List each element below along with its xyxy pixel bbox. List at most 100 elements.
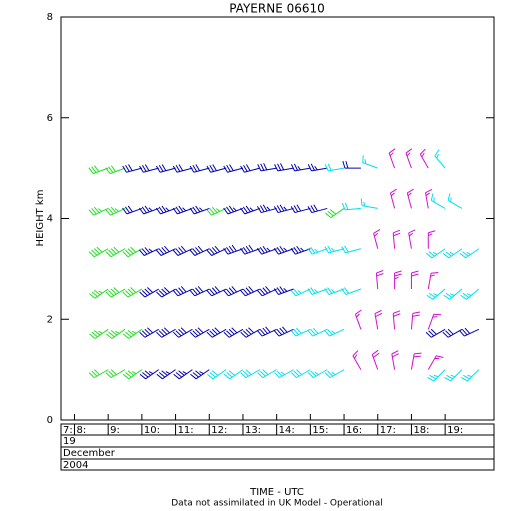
wind-barb <box>257 369 277 379</box>
wind-barb <box>419 148 429 169</box>
wind-barb <box>427 230 436 249</box>
wind-barb <box>207 369 227 380</box>
wind-barb <box>105 246 126 258</box>
y-tick-label: 6 <box>47 113 53 124</box>
wind-barb <box>426 248 446 259</box>
wind-barb <box>375 270 384 290</box>
wind-barb <box>105 369 126 379</box>
footnote: Data not assimilated in UK Model - Opera… <box>171 499 382 509</box>
wind-barb <box>223 164 244 173</box>
wind-barb <box>122 328 143 339</box>
wind-barb <box>307 246 328 255</box>
wind-barb <box>139 287 159 298</box>
wind-barb <box>273 245 294 255</box>
x-tick-label: 11: <box>178 425 194 436</box>
x-tick-label: 8: <box>76 425 86 436</box>
wind-barb <box>122 246 143 258</box>
wind-barb <box>324 287 345 295</box>
wind-barb <box>240 205 260 215</box>
wind-barb <box>122 205 143 215</box>
plot-frame <box>60 16 495 421</box>
wind-barb <box>352 350 362 370</box>
wind-barb <box>274 369 294 379</box>
wind-barb <box>410 311 421 330</box>
wind-barb <box>459 327 480 337</box>
wind-barb <box>122 369 143 380</box>
wind-barb <box>206 206 227 216</box>
wind-barb <box>173 369 193 380</box>
wind-barb <box>139 164 159 173</box>
wind-barb <box>223 327 244 338</box>
y-tick-label: 0 <box>47 415 53 426</box>
wind-barb <box>155 205 176 215</box>
wind-barb <box>139 327 159 338</box>
wind-barb <box>425 189 433 209</box>
wind-barb <box>442 328 463 338</box>
wind-barb <box>443 288 463 300</box>
wind-barb <box>240 164 260 173</box>
wind-barb <box>425 328 446 338</box>
x-tick-label: 14: <box>279 425 295 436</box>
wind-barb <box>257 163 277 172</box>
wind-barb <box>105 287 126 298</box>
wind-barb <box>223 244 244 255</box>
wind-barb <box>105 206 126 216</box>
wind-barb <box>444 369 463 382</box>
wind-barb <box>371 349 380 370</box>
wind-barb <box>410 352 422 370</box>
wind-barb <box>172 164 193 173</box>
wind-barb <box>405 148 413 169</box>
wind-barb <box>360 198 378 209</box>
wind-barb <box>388 148 396 169</box>
wind-barb <box>156 287 176 298</box>
wind-barb <box>172 286 193 297</box>
wind-barb <box>324 163 345 172</box>
date-row: 2004 <box>63 460 88 471</box>
wind-barb <box>189 164 210 173</box>
wind-barb <box>389 188 397 209</box>
wind-barb <box>223 369 244 380</box>
wind-barb <box>307 163 328 172</box>
wind-barb <box>324 208 345 219</box>
wind-barb <box>354 309 362 330</box>
wind-barb <box>324 369 345 379</box>
wind-barb <box>392 229 401 249</box>
wind-barb <box>172 205 193 215</box>
wind-barb <box>434 149 446 169</box>
wind-barb <box>342 160 361 169</box>
wind-barb <box>392 310 401 330</box>
wind-barb <box>155 164 176 173</box>
y-axis-label: HEIGHT km <box>35 190 46 247</box>
x-tick-label: 9: <box>110 425 120 436</box>
y-tick-label: 8 <box>47 12 53 23</box>
wind-barb <box>105 328 126 339</box>
wind-barb <box>290 327 311 337</box>
wind-barb <box>324 245 345 254</box>
wind-barb <box>190 369 210 380</box>
wind-barb <box>172 245 193 256</box>
wind-barb <box>410 270 419 290</box>
wind-barb <box>273 286 294 295</box>
wind-barb <box>89 328 109 339</box>
x-tick-label: 10: <box>144 425 160 436</box>
wind-barb <box>257 286 277 297</box>
wind-barb <box>206 164 227 173</box>
wind-barb <box>139 369 160 380</box>
wind-barb <box>408 229 416 249</box>
wind-barb <box>122 287 143 298</box>
wind-barb <box>155 245 176 256</box>
wind-barb <box>274 163 294 172</box>
wind-barb <box>189 205 210 215</box>
wind-barb <box>89 288 109 299</box>
wind-barb <box>88 165 109 175</box>
wind-barb <box>88 369 109 379</box>
date-row: 19 <box>63 436 76 447</box>
wind-barb <box>394 270 402 290</box>
wind-barb <box>362 155 378 169</box>
wind-barb <box>447 193 463 209</box>
wind-barb <box>122 164 143 173</box>
wind-barb <box>307 204 328 214</box>
wind-barb <box>341 202 361 211</box>
wind-barb <box>240 286 261 297</box>
